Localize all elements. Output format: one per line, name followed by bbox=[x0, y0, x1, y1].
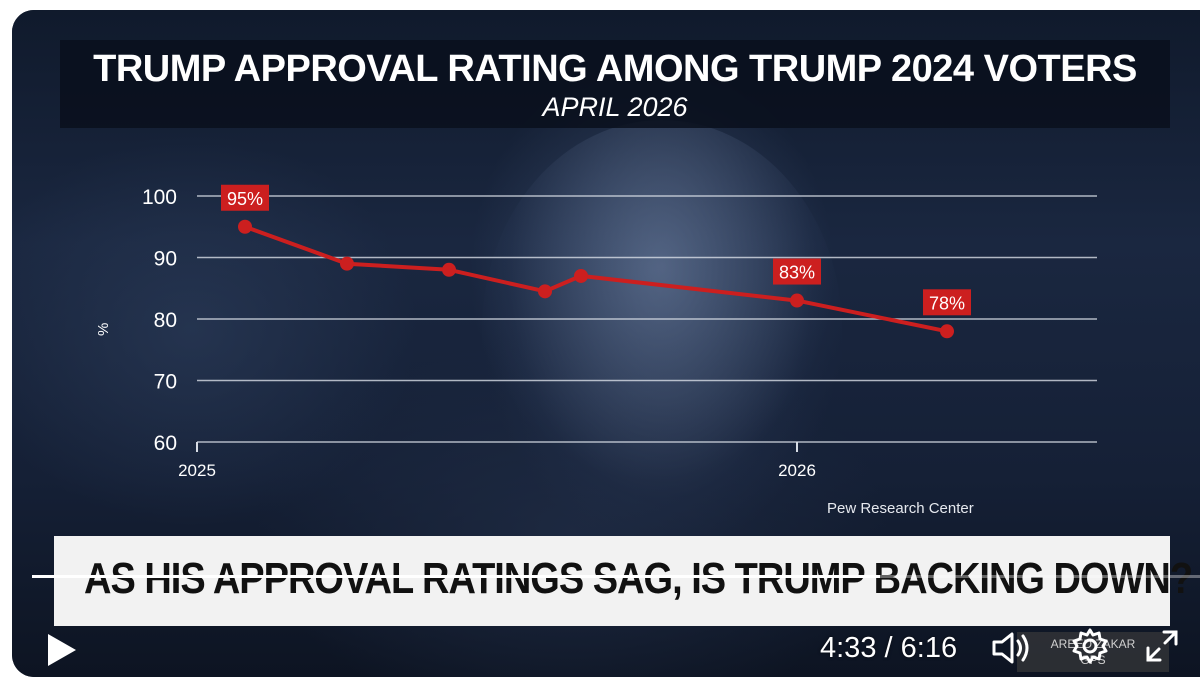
time-display: 4:33 / 6:16 bbox=[820, 632, 957, 665]
duration: 6:16 bbox=[900, 632, 958, 664]
show-tag-line1: AREED ZAKAR bbox=[1050, 637, 1136, 651]
play-button[interactable] bbox=[44, 632, 80, 673]
title-band bbox=[60, 40, 1170, 128]
chart-grid bbox=[197, 195, 1097, 443]
data-label-box bbox=[923, 289, 971, 316]
current-time: 4:33 bbox=[820, 632, 877, 664]
y-tick-label: 70 bbox=[154, 371, 177, 394]
play-icon bbox=[48, 634, 76, 666]
headline-text: AS HIS APPROVAL RATINGS SAG, IS TRUMP BA… bbox=[84, 555, 1193, 604]
chart-title: TRUMP APPROVAL RATING AMONG TRUMP 2024 V… bbox=[93, 48, 1137, 90]
x-tick-label: 2026 bbox=[778, 461, 816, 480]
data-point bbox=[340, 256, 354, 271]
data-label: 78% bbox=[929, 293, 965, 313]
data-label: 95% bbox=[227, 189, 263, 209]
volume-icon bbox=[992, 632, 1029, 664]
player-controls bbox=[12, 610, 1200, 677]
background-portrait bbox=[482, 120, 842, 540]
series-line bbox=[244, 224, 948, 334]
data-label-box bbox=[773, 258, 821, 285]
chart-series: 95% 83% 78% bbox=[221, 184, 971, 339]
data-point bbox=[790, 293, 804, 308]
video-player[interactable]: TRUMP APPROVAL RATING AMONG TRUMP 2024 V… bbox=[12, 10, 1200, 677]
settings-button[interactable] bbox=[1070, 626, 1110, 671]
progress-fill[interactable] bbox=[32, 575, 880, 578]
data-point bbox=[940, 324, 954, 339]
fullscreen-button[interactable] bbox=[1144, 628, 1180, 669]
x-tick-label: 2025 bbox=[178, 461, 216, 480]
fullscreen-icon bbox=[1146, 630, 1178, 662]
y-tick-label: 90 bbox=[154, 248, 177, 271]
chart-axis: 100 90 80 70 60% 2025 2026 bbox=[95, 186, 816, 480]
data-label-box bbox=[221, 184, 269, 211]
chart-subtitle: APRIL 2026 bbox=[542, 92, 688, 122]
y-tick-label: 80 bbox=[154, 309, 177, 332]
line-chart: 100 90 80 70 60% 2025 2026 95% 83% 78% bbox=[95, 184, 1097, 480]
chart-source: Pew Research Center bbox=[827, 500, 974, 517]
y-tick-label: 100 bbox=[142, 186, 177, 209]
lower-third-banner bbox=[54, 536, 1170, 626]
y-axis-label: % bbox=[95, 323, 112, 336]
volume-button[interactable] bbox=[990, 630, 1034, 671]
gear-icon bbox=[1072, 628, 1108, 664]
time-separator: / bbox=[884, 632, 893, 664]
data-label: 83% bbox=[779, 263, 815, 283]
data-point bbox=[238, 219, 252, 234]
data-point bbox=[538, 284, 552, 299]
data-point bbox=[442, 262, 456, 277]
data-point bbox=[574, 268, 588, 283]
y-tick-label: 60 bbox=[154, 432, 177, 455]
